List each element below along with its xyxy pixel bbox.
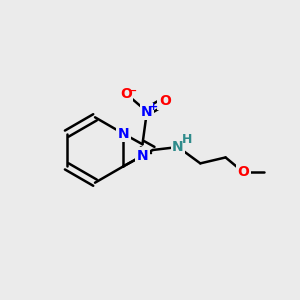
Text: +: +: [149, 101, 158, 112]
Text: N: N: [172, 140, 184, 154]
Text: O: O: [120, 87, 132, 101]
Text: H: H: [182, 133, 193, 146]
Text: O: O: [238, 165, 249, 179]
Text: −: −: [128, 86, 137, 96]
Text: O: O: [159, 94, 171, 108]
Text: N: N: [136, 149, 148, 163]
Text: N: N: [118, 127, 129, 141]
Text: N: N: [141, 105, 153, 118]
